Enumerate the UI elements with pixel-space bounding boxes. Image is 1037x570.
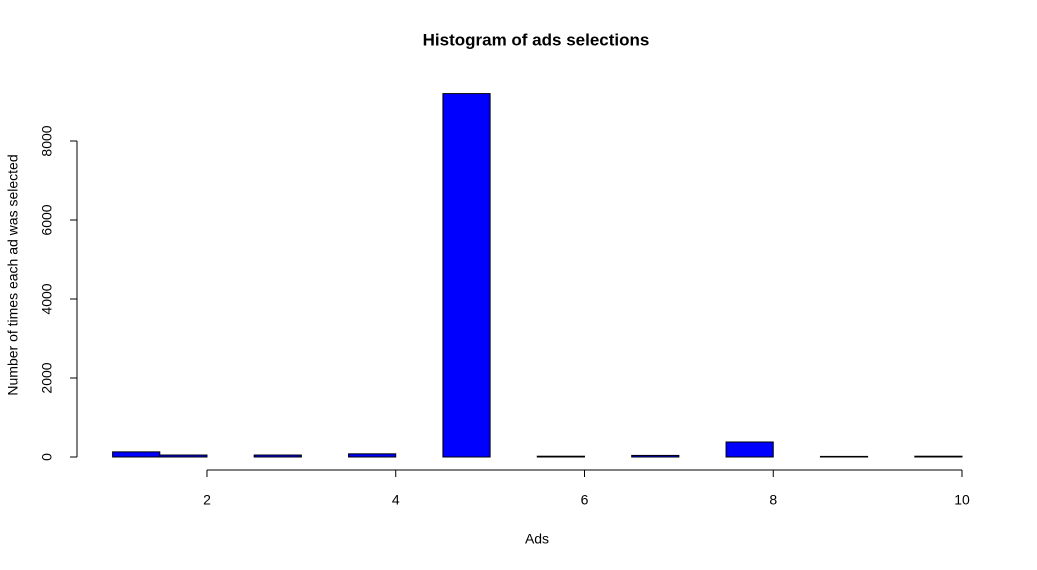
bar (112, 451, 161, 458)
x-tick-label: 6 (581, 492, 589, 508)
x-tick-label: 4 (392, 492, 400, 508)
x-tick-label: 2 (203, 492, 211, 508)
bar (253, 454, 302, 458)
y-axis-label: Number of times each ad was selected (5, 154, 21, 395)
bar (631, 454, 680, 458)
chart-title: Histogram of ads selections (423, 30, 650, 49)
bar (536, 455, 585, 458)
y-tick-label: 8000 (39, 125, 55, 156)
y-tick-label: 6000 (39, 204, 55, 235)
x-axis-label: Ads (525, 531, 549, 547)
bar (819, 455, 869, 458)
y-tick-label: 0 (39, 453, 55, 461)
bar (725, 441, 774, 458)
x-tick-label: 8 (769, 492, 777, 508)
y-tick-label: 4000 (39, 283, 55, 314)
bar (442, 93, 491, 458)
bar (159, 454, 208, 458)
y-tick-label: 2000 (39, 362, 55, 393)
x-tick-label: 10 (954, 492, 970, 508)
bar (914, 455, 963, 458)
bar (348, 453, 397, 458)
